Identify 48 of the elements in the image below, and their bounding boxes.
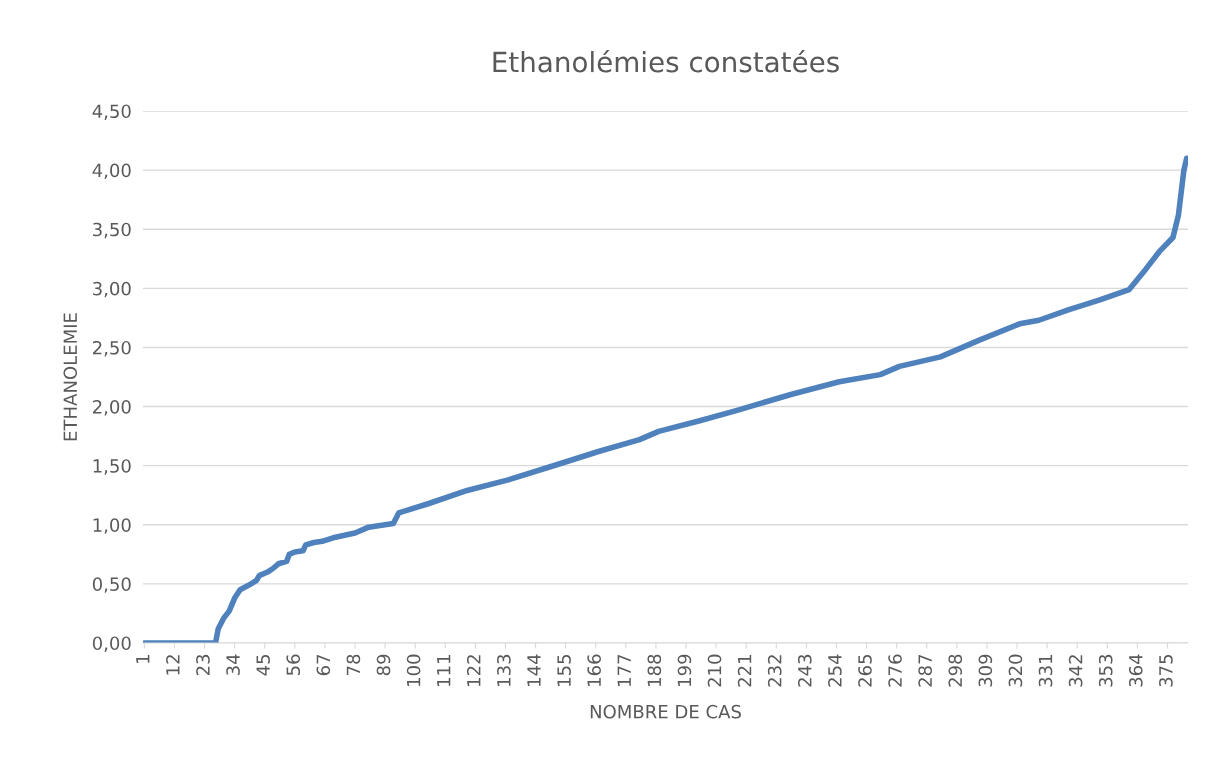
x-tick-label: 364: [1128, 654, 1143, 687]
x-tick-label: 78: [346, 654, 361, 675]
x-tick-label: 12: [166, 655, 180, 675]
y-tick-label: 3,00: [93, 281, 131, 298]
x-tick-label: 122: [466, 655, 481, 686]
x-tick-label: 320: [1008, 654, 1023, 687]
x-tick-label: 100: [406, 654, 421, 686]
y-tick-label: 0,00: [92, 636, 131, 652]
x-tick-label: 331: [1038, 655, 1053, 687]
x-tick-label: 23: [196, 654, 210, 676]
x-tick-label: 89: [376, 654, 391, 676]
y-axis-title: ETHANOLEMIE: [63, 313, 78, 441]
y-tick-label: 2,50: [93, 340, 131, 357]
x-tick-label: 155: [557, 654, 571, 686]
x-tick-label: 254: [828, 654, 842, 687]
x-tick-label: 111: [437, 655, 451, 686]
y-tick-label: 1,50: [93, 459, 131, 475]
x-tick-label: 133: [497, 654, 511, 686]
x-tick-label: 144: [527, 654, 541, 686]
x-tick-label: 177: [617, 654, 631, 686]
chart-title: Ethanolémies constatées: [493, 49, 839, 73]
x-tick-label: 199: [677, 654, 692, 686]
y-tick-label: 4,50: [92, 104, 131, 120]
x-tick-label: 56: [286, 654, 301, 675]
x-tick-label: 166: [587, 654, 601, 686]
x-tick-label: 210: [707, 654, 722, 687]
x-tick-label: 276: [888, 654, 902, 687]
y-tick-label: 0,50: [92, 577, 131, 593]
x-tick-label: 188: [647, 654, 662, 686]
x-tick-label: 34: [226, 654, 240, 676]
x-tick-label: 243: [797, 654, 812, 687]
x-tick-label: 375: [1159, 654, 1173, 687]
x-tick-label: 221: [737, 655, 752, 687]
y-tick-label: 4,00: [92, 163, 131, 180]
y-tick-label: 2,00: [93, 400, 131, 416]
x-tick-label: 353: [1098, 654, 1113, 687]
x-tick-label: 232: [767, 655, 782, 687]
x-tick-label: 45: [256, 654, 270, 676]
y-tick-label: 1,00: [93, 518, 131, 534]
x-tick-label: 309: [978, 654, 993, 687]
x-tick-label: 67: [316, 654, 331, 676]
x-tick-label: 342: [1068, 655, 1083, 687]
x-tick-label: 287: [918, 654, 932, 687]
y-tick-label: 3,50: [93, 222, 131, 239]
x-tick-label: 1: [136, 655, 150, 663]
x-tick-label: 265: [858, 654, 872, 687]
x-axis-title: NOMBRE DE CAS: [590, 704, 741, 719]
x-tick-label: 298: [948, 654, 963, 687]
